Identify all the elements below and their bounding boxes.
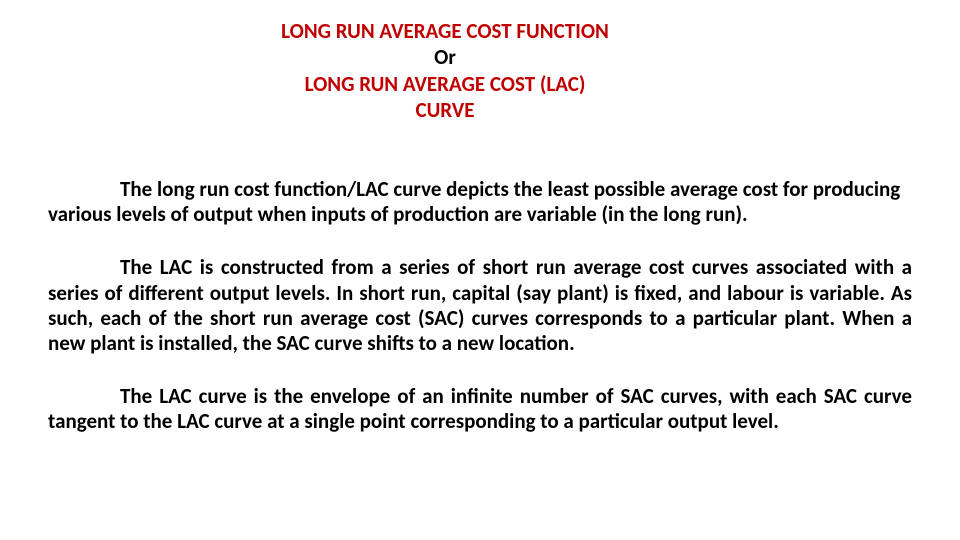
paragraph-3: The LAC curve is the envelope of an infi…: [48, 384, 912, 434]
title-line-3: LONG RUN AVERAGE COST (LAC) CURVE: [278, 71, 612, 124]
paragraph-1: The long run cost function/LAC curve dep…: [48, 177, 912, 227]
paragraph-2: The LAC is constructed from a series of …: [48, 255, 912, 356]
title-line-2: Or: [278, 44, 612, 70]
title-line-1: LONG RUN AVERAGE COST FUNCTION: [278, 18, 612, 44]
document-title: LONG RUN AVERAGE COST FUNCTION Or LONG R…: [278, 18, 612, 123]
